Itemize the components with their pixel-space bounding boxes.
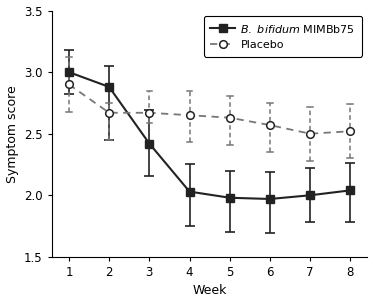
Y-axis label: Symptom score: Symptom score (6, 85, 19, 183)
Legend: $\it{B.\ bifidum}$ MIMBb75, Placebo: $\it{B.\ bifidum}$ MIMBb75, Placebo (204, 16, 362, 57)
X-axis label: Week: Week (192, 285, 227, 298)
